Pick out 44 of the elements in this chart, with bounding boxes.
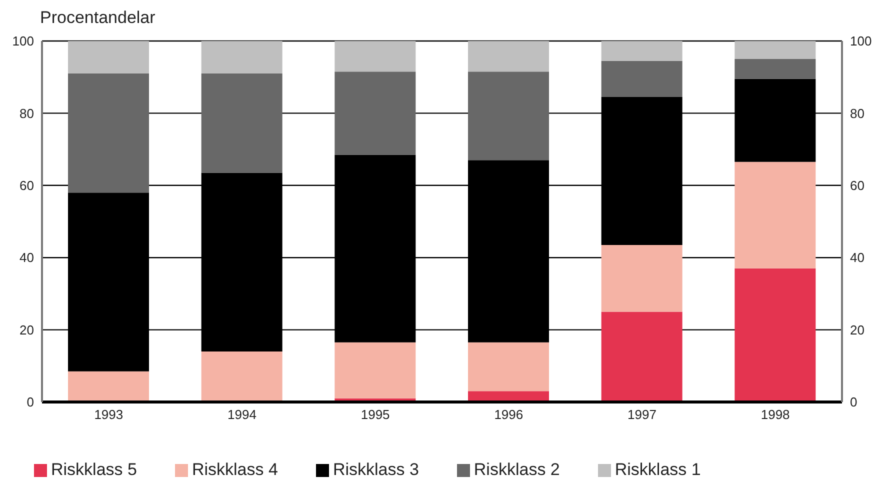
bar (734, 268, 816, 402)
legend-label: Riskklass 3 (332, 460, 419, 479)
y-tick-label: 60 (20, 178, 34, 194)
legend-label: Riskklass 4 (192, 460, 278, 479)
x-tick-label: 1997 (628, 407, 656, 422)
x-tick-label: 1994 (228, 407, 256, 422)
x-tick-label: 1996 (494, 407, 524, 422)
bar (468, 72, 549, 160)
y-tick-label: 80 (20, 106, 34, 121)
x-tick-label: 1998 (760, 407, 790, 422)
legend-label: Riskklass 1 (614, 460, 701, 479)
bar (734, 59, 816, 79)
bar (601, 41, 682, 61)
bar (201, 351, 282, 402)
bar (734, 41, 816, 60)
bar (734, 162, 816, 268)
bar (601, 244, 682, 312)
x-tick-label: 1993 (94, 407, 124, 422)
y2-tick-label: 60 (850, 178, 864, 194)
x-tick-label: 1995 (360, 407, 390, 422)
bar (68, 41, 149, 74)
y2-tick-label: 20 (850, 322, 864, 338)
bar (468, 41, 549, 72)
y-tick-label: 100 (12, 34, 34, 49)
y2-tick-label: 0 (850, 394, 858, 410)
bar (601, 60, 682, 97)
bar (468, 342, 549, 392)
y-tick-label: 20 (20, 322, 34, 338)
y-axis-title: Procentandelar (40, 8, 156, 28)
bar (68, 371, 149, 402)
legend-label: Riskklass 5 (51, 460, 137, 479)
bar (201, 73, 282, 173)
y2-tick-label: 100 (850, 34, 872, 49)
bar (334, 72, 416, 155)
bar (201, 41, 282, 74)
bar (334, 41, 416, 72)
legend-label: Riskklass 2 (474, 460, 560, 479)
y-tick-label: 40 (20, 250, 34, 266)
y2-tick-label: 40 (850, 250, 864, 266)
bar (601, 312, 682, 402)
bar (334, 342, 416, 398)
bar (68, 73, 149, 193)
y-tick-label: 0 (26, 394, 34, 410)
y2-tick-label: 80 (850, 106, 864, 121)
